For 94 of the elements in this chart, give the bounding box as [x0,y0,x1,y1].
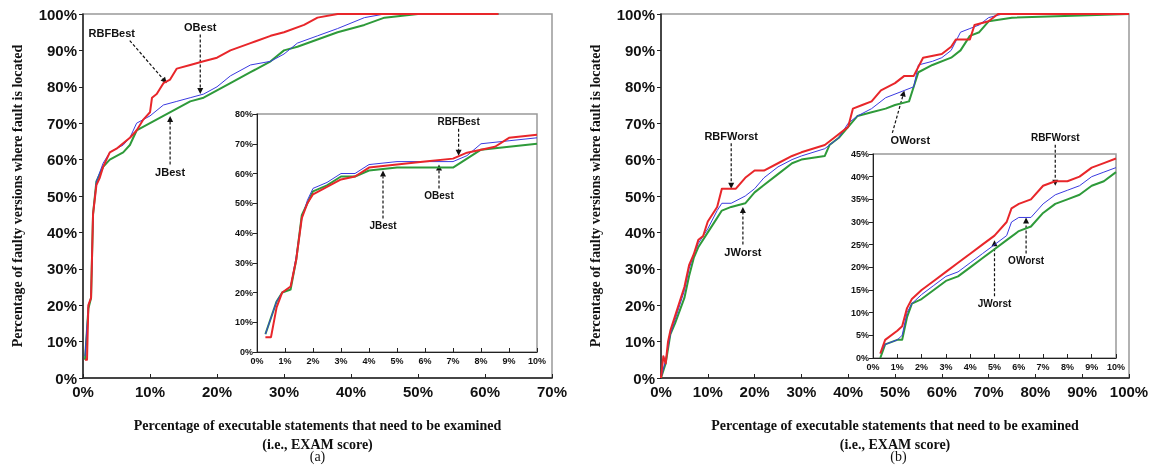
annotation: JBest [369,220,398,232]
y-tick-label: 100% [616,5,655,23]
x-tick-label: 60% [926,383,957,400]
x-tick-label: 10% [1106,361,1126,372]
x-tick-label: 1% [278,355,292,366]
annotation: OBest [424,190,455,202]
x-tick-label: 0% [250,355,264,366]
y-tick-label: 90% [46,41,77,59]
y-tick-label: 10% [850,307,869,318]
y-tick-label: 50% [46,187,77,205]
x-tick-label: 0% [866,361,880,372]
x-tick-label: 2% [306,355,320,366]
y-tick-label: 5% [855,330,869,341]
y-tick-label: 40% [850,171,869,182]
y-tick-label: 50% [624,187,655,205]
x-tick-label: 20% [201,383,233,400]
y-tick-label: 100% [38,5,77,23]
x-tick-label: 9% [502,355,516,366]
y-tick-label: 30% [850,217,869,227]
y-tick-label: 35% [850,194,869,205]
x-tick-label: 9% [1085,361,1099,372]
y-tick-label: 10% [234,317,253,328]
y-tick-label: 40% [234,228,253,238]
y-tick-label: 50% [234,198,253,209]
x-tick-label: 50% [879,383,911,400]
annotation: JWorst [724,245,762,258]
x-tick-label: 60% [469,383,501,400]
y-axis-title: Percentage of faulty versions where fault is located [10,44,25,348]
x-tick-label: 1% [890,361,904,372]
annotation: RBFWorst [704,129,759,142]
annotation: RBFBest [437,116,481,128]
y-tick-label: 15% [850,285,869,295]
x-tick-label: 100% [1109,383,1149,400]
y-tick-label: 20% [850,262,869,273]
text: (a) [309,448,326,465]
y-tick-label: 40% [46,223,77,241]
x-tick-label: 4% [362,355,376,366]
x-tick-label: 7% [446,355,460,366]
x-tick-label: 2% [915,361,929,372]
x-tick-label: 10% [527,355,547,366]
y-tick-label: 70% [46,114,77,132]
y-tick-label: 0% [239,347,253,357]
annotation: RBFWorst [1030,132,1081,144]
x-tick-label: 40% [335,383,367,400]
x-tick-label: 7% [1036,361,1050,372]
y-tick-label: 30% [46,260,77,278]
x-tick-label: 20% [739,383,770,400]
annotation: OWorst [1008,254,1045,266]
y-tick-label: 80% [234,109,253,119]
x-tick-label: 8% [1060,361,1074,372]
y-tick-label: 70% [624,114,655,132]
y-tick-label: 90% [624,41,655,59]
y-tick-label: 25% [850,239,869,250]
annotation: OWorst [890,134,931,147]
x-tick-label: 6% [1012,361,1026,372]
x-tick-label: 0% [72,383,94,400]
y-tick-label: 10% [624,333,655,351]
x-tick-label: 10% [692,383,723,400]
x-tick-label: 5% [987,361,1002,372]
y-tick-label: 20% [624,296,655,314]
x-tick-label: 8% [474,355,488,366]
x-tick-label: 80% [1020,383,1051,400]
y-tick-label: 10% [46,333,77,351]
y-tick-label: 20% [234,287,253,298]
y-tick-label: 20% [46,296,77,314]
x-tick-label: 70% [536,383,568,400]
x-tick-label: 30% [268,383,300,400]
x-tick-label: 6% [418,355,432,366]
y-tick-label: 60% [46,151,77,169]
x-tick-label: 50% [402,383,434,400]
annotation: JBest [155,165,186,178]
x-tick-label: 5% [390,355,404,366]
annotation: RBFBest [88,27,136,40]
y-tick-label: 60% [624,151,655,169]
y-axis-title: Percentage of faulty versions where fault is located [588,44,603,348]
x-tick-label: 30% [786,383,817,400]
y-tick-label: 40% [624,223,655,241]
text: (b) [890,448,907,465]
x-tick-label: 3% [939,361,953,372]
annotation: JWorst [977,297,1013,309]
x-tick-label: 10% [134,383,166,400]
y-tick-label: 30% [234,257,253,268]
x-tick-label: 90% [1067,383,1098,400]
x-tick-label: 0% [650,383,672,400]
y-tick-label: 30% [624,260,655,278]
y-tick-label: 60% [234,168,253,179]
y-tick-label: 80% [624,78,655,96]
y-tick-label: 45% [850,149,869,159]
y-tick-label: 80% [46,78,77,96]
x-tick-label: 4% [963,361,977,372]
y-tick-label: 70% [234,138,253,149]
x-tick-label: 3% [334,355,348,366]
x-tick-label: 70% [973,383,1004,400]
annotation: OBest [184,21,217,34]
